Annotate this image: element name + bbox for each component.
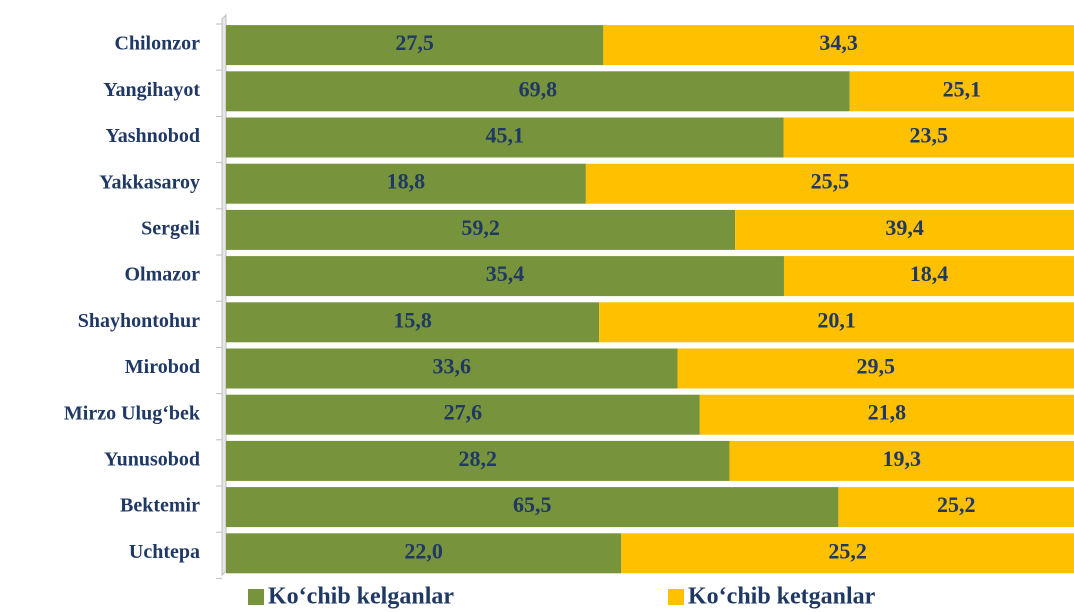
category-label: Bektemir: [120, 495, 200, 517]
bar-segment: [226, 209, 736, 250]
bar-segment: [226, 71, 850, 112]
bar-segment: [226, 25, 604, 66]
bar-segment: [226, 117, 784, 158]
value-label: 20,1: [817, 307, 856, 332]
legend-label: Ko‘chib kelganlar: [268, 584, 454, 610]
bar-segment: [226, 440, 730, 481]
value-label: 18,8: [387, 169, 426, 194]
legend-swatch: [668, 589, 684, 605]
value-label: 21,8: [868, 400, 907, 425]
category-label: Uchtepa: [129, 541, 200, 563]
value-label: 69,8: [519, 76, 558, 101]
bar-segment: [226, 487, 839, 528]
bar-segment: [226, 533, 622, 574]
bar-segment: [603, 25, 1074, 66]
category-label: Yashnobod: [105, 125, 200, 147]
bar-segment: [783, 256, 1074, 297]
value-label: 28,2: [458, 446, 497, 471]
value-label: 15,8: [393, 307, 432, 332]
category-label: Yunusobod: [104, 448, 200, 470]
value-label: 45,1: [486, 123, 525, 148]
value-label: 25,2: [828, 538, 867, 563]
value-label: 27,5: [395, 30, 434, 55]
category-label: Yakkasaroy: [99, 171, 200, 193]
value-label: 35,4: [486, 261, 525, 286]
bar-segment: [599, 302, 1074, 343]
bar-segment: [621, 533, 1074, 574]
legend-label: Ko‘chib ketganlar: [688, 584, 876, 610]
bar-segment: [226, 348, 678, 389]
value-label: 29,5: [857, 354, 896, 379]
bar-segment: [226, 302, 600, 343]
bar-segment: [226, 163, 586, 204]
bar-segment: [735, 209, 1074, 250]
bar-segment: [699, 394, 1074, 435]
value-label: 34,3: [819, 30, 858, 55]
category-label: Mirobod: [125, 356, 200, 378]
value-label: 25,2: [937, 492, 976, 517]
bar-segment: [783, 117, 1074, 158]
value-label: 59,2: [461, 215, 500, 240]
bar-segment: [226, 394, 700, 435]
bar-segment: [838, 487, 1074, 528]
bar-segment: [849, 71, 1074, 112]
legend-swatch: [248, 589, 264, 605]
bar-segment: [677, 348, 1074, 389]
value-label: 65,5: [513, 492, 552, 517]
bar-segment: [226, 256, 784, 297]
value-label: 25,1: [943, 76, 982, 101]
axis-wall: [221, 13, 227, 577]
category-label: Mirzo Ulug‘bek: [64, 402, 201, 424]
category-label: Yangihayot: [103, 79, 200, 101]
value-label: 27,6: [444, 400, 483, 425]
category-label: Sergeli: [141, 217, 200, 239]
value-label: 39,4: [885, 215, 924, 240]
category-label: Chilonzor: [114, 33, 200, 55]
category-label: Shayhontohur: [78, 310, 200, 332]
value-label: 19,3: [882, 446, 921, 471]
bar-segment: [729, 440, 1074, 481]
value-label: 22,0: [404, 538, 443, 563]
bar-segment: [585, 163, 1074, 204]
value-label: 33,6: [433, 354, 472, 379]
value-label: 25,5: [811, 169, 850, 194]
category-label: Olmazor: [124, 264, 200, 286]
value-label: 18,4: [910, 261, 949, 286]
value-label: 23,5: [910, 123, 949, 148]
